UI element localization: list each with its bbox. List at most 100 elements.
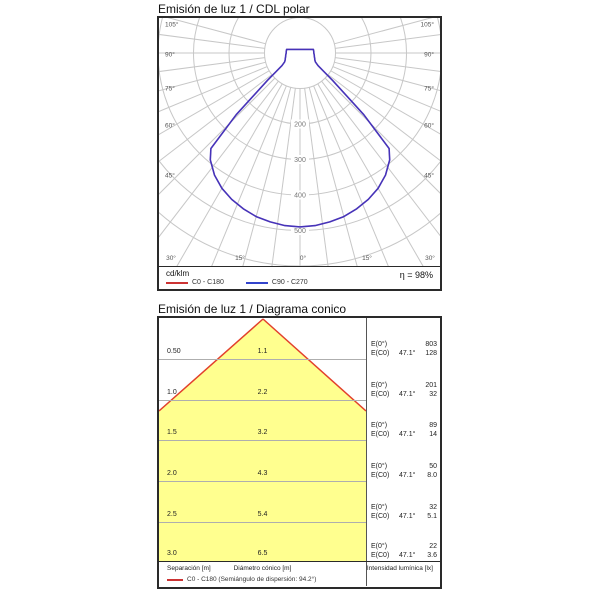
angle-label-right: 75° [424, 85, 434, 93]
radial-tick-label: 300 [294, 157, 306, 164]
c0-c180-legend-label: C0 - C180 [192, 279, 224, 286]
cone-footer-bar: Separación [m] Diámetro cónico [m] Inten… [159, 561, 440, 587]
angle-label-bottom: 15° [235, 254, 245, 262]
e0-label: E(0°) [371, 341, 388, 348]
polar-grid-spoke [317, 83, 424, 266]
separation-value: 1.5 [167, 429, 177, 436]
row-line [159, 359, 366, 360]
polar-grid-spoke [211, 85, 287, 266]
row-line [159, 400, 366, 401]
cone-diameter-value: 5.4 [257, 511, 268, 518]
illuminance-block: E(0°) 32 E(C0) 47.1° 5.1 [367, 503, 440, 521]
beam-angle: 47.1° [399, 472, 416, 479]
e0-label: E(0°) [371, 422, 388, 429]
polar-grid-spoke [321, 80, 440, 237]
unit-label: cd/klm [166, 269, 190, 278]
row-line [159, 440, 366, 441]
e0-label: E(0°) [371, 463, 388, 470]
polar-grid-spoke [159, 57, 265, 73]
cone-diagram-frame: 0.50 1.0 1.5 2.0 2.5 3.0 1.1 2.2 3.2 4.3… [157, 316, 442, 589]
beam-angle: 47.1° [399, 552, 416, 559]
column-divider [366, 318, 367, 586]
ec0-value: 3.6 [427, 552, 437, 559]
e0-value: 201 [425, 382, 437, 389]
angle-label-right: 45° [424, 172, 434, 180]
cone-right-edge [262, 318, 366, 412]
radial-tick-label: 400 [294, 193, 306, 200]
e0-label: E(0°) [371, 543, 388, 550]
polar-grid-spoke [159, 74, 273, 162]
angle-label-left: 45° [165, 172, 175, 180]
polar-legend-row: C0 - C180 C90 - C270 [166, 279, 308, 286]
polar-cdl-chart: 200 300 400 500 105° 90° 75° 60° 45° 105° 90° 75° 60… [159, 18, 440, 266]
polar-grid-spoke [308, 87, 358, 266]
polar-grid-spoke [159, 70, 270, 135]
polar-grid-spoke [304, 88, 329, 266]
e0-value: 32 [429, 504, 437, 511]
angle-label-left: 75° [165, 85, 175, 93]
angle-label-right: 90° [424, 51, 434, 59]
polar-grid-spoke [335, 34, 440, 49]
radial-tick-label: 500 [294, 228, 306, 235]
polar-panel-title: Emisión de luz 1 / CDL polar [158, 2, 310, 16]
beam-angle: 47.1° [399, 431, 416, 438]
ec0-label: E(C0) [371, 391, 390, 398]
e0-value: 22 [429, 543, 437, 550]
radial-tick-backing [291, 226, 309, 235]
ec0-label: E(C0) [371, 552, 390, 559]
illuminance-block: E(0°) 89 E(C0) 47.1° 14 [367, 421, 440, 439]
cone-diameter-value: 6.5 [257, 550, 268, 557]
cone-diagram-area: 0.50 1.0 1.5 2.0 2.5 3.0 1.1 2.2 3.2 4.3… [159, 318, 366, 561]
polar-grid-spoke [242, 87, 292, 266]
ec0-value: 8.0 [427, 472, 437, 479]
cone-diameter-value: 1.1 [257, 348, 268, 355]
polar-grid-spoke [334, 18, 433, 45]
radial-tick-backing [291, 155, 309, 164]
ec0-value: 128 [425, 350, 437, 357]
radial-tick-backing [291, 190, 309, 200]
polar-grid-spoke [332, 66, 440, 112]
polar-grid-spoke [176, 83, 283, 266]
angle-label-bottom: 0° [300, 254, 307, 262]
beam-angle: 47.1° [399, 391, 416, 398]
cone-left-edge [159, 318, 264, 412]
radial-tick-label: 200 [294, 122, 306, 129]
polar-grid-spoke [327, 74, 440, 162]
illuminance-block: E(0°) 50 E(C0) 47.1° 8.0 [367, 462, 440, 480]
polar-grid-spoke [334, 61, 440, 92]
polar-grid-spoke [159, 61, 266, 92]
cone-diameter-value: 4.3 [257, 470, 268, 477]
beam-angle: 47.1° [399, 513, 416, 520]
polar-grid-ring [264, 18, 336, 89]
row-line [159, 522, 366, 523]
polar-grid-spoke [159, 66, 268, 112]
angle-label-left: 90° [165, 51, 175, 59]
intensity-column-header: Intensidad lumínica [lx] [366, 565, 433, 572]
ec0-value: 5.1 [427, 513, 437, 520]
radial-tick-backing [291, 119, 309, 129]
separation-value: 0.50 [167, 348, 181, 355]
cdl-curve-c90-c270 [209, 48, 391, 228]
angle-label-bottom: 30° [166, 254, 176, 262]
polar-grid-spoke [159, 33, 265, 49]
separation-column-header: Separación [m] [167, 565, 211, 572]
illuminance-block: E(0°) 22 E(C0) 47.1° 3.6 [367, 542, 440, 560]
cone-diameter-value: 3.2 [257, 429, 268, 436]
ec0-value: 32 [429, 391, 437, 398]
efficiency-value: η = 98% [399, 270, 433, 280]
ec0-label: E(C0) [371, 431, 390, 438]
polar-grid-spoke [330, 70, 440, 135]
angle-label-bottom: 30° [425, 254, 435, 262]
polar-grid-spoke [167, 18, 266, 45]
illuminance-block: E(0°) 201 E(C0) 47.1° 32 [367, 381, 440, 399]
c90-c270-line-swatch [245, 281, 268, 284]
e0-label: E(0°) [371, 382, 388, 389]
row-line [159, 481, 366, 482]
polar-legend-bar: cd/klm η = 98% C0 - C180 C90 - C270 [159, 266, 440, 289]
polar-grid-spoke [159, 80, 279, 238]
polar-grid-spoke [271, 88, 296, 266]
illuminance-block: E(0°) 803 E(C0) 47.1° 128 [367, 340, 440, 358]
e0-value: 803 [425, 341, 437, 348]
e0-value: 89 [429, 422, 437, 429]
